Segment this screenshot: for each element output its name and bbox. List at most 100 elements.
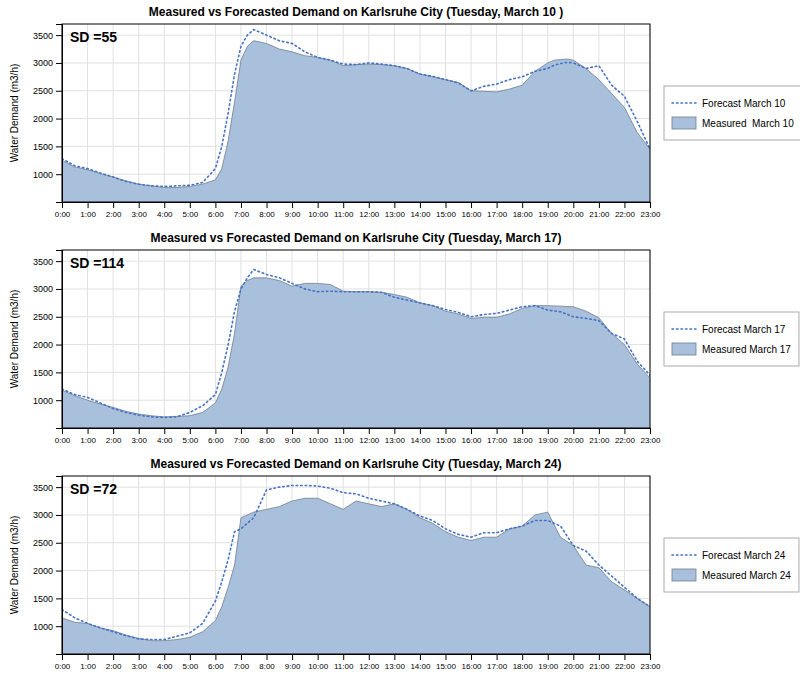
x-tick-label: 11:00 (334, 436, 354, 445)
x-tick-mark (650, 202, 651, 208)
x-tick-mark (522, 428, 523, 434)
x-tick-label: 16:00 (462, 436, 483, 445)
x-tick: 20:00 (564, 202, 585, 219)
x-tick: 1:00 (80, 654, 96, 671)
y-tick-label: 1500 (33, 368, 53, 378)
y-tick-mark (56, 626, 62, 627)
grid-line-x (113, 250, 114, 428)
legend-swatch (672, 328, 696, 330)
x-tick: 23:00 (640, 654, 661, 671)
x-tick-mark (292, 202, 293, 208)
legend-box (664, 312, 799, 366)
x-tick-label: 19:00 (538, 662, 559, 671)
x-tick: 3:00 (131, 654, 147, 671)
x-tick: 15:00 (436, 654, 457, 671)
legend-item: Forecast March 10 (672, 98, 786, 109)
x-tick-mark (394, 428, 395, 434)
x-tick-mark (318, 654, 319, 660)
y-tick: 1000 (33, 170, 62, 180)
grid-line-x (164, 476, 165, 654)
plot-frame (62, 250, 650, 428)
x-tick-mark (88, 202, 89, 208)
x-tick: 6:00 (208, 202, 224, 219)
x-tick: 20:00 (564, 654, 585, 671)
title: Measured vs Forecasted Demand on Karlsru… (150, 231, 561, 245)
line (62, 269, 650, 417)
x-tick-label: 9:00 (285, 662, 301, 671)
x-tick-mark (113, 202, 114, 208)
panel: 0:001:002:003:004:005:006:007:008:009:00… (9, 231, 799, 445)
x-tick-label: 23:00 (640, 210, 661, 219)
x-tick-label: 3:00 (131, 210, 147, 219)
x-tick: 14:00 (410, 202, 431, 219)
x-tick-mark (420, 202, 421, 208)
x-tick-label: 6:00 (208, 436, 224, 445)
x-tick: 1:00 (80, 202, 96, 219)
x-tick-mark (215, 202, 216, 208)
x-tick-label: 13:00 (385, 436, 406, 445)
x-tick: 1:00 (80, 428, 96, 445)
x-tick-label: 20:00 (564, 210, 585, 219)
legend-box (664, 538, 799, 592)
x-tick: 12:00 (359, 654, 380, 671)
y-tick-label: 2000 (33, 566, 53, 576)
x-tick-label: 2:00 (106, 210, 122, 219)
x-tick-label: 0:00 (55, 436, 71, 445)
y-tick-mark (56, 146, 62, 147)
x-tick: 23:00 (640, 428, 661, 445)
y-axis-title: Water Demand (m3/h) (9, 64, 20, 163)
x-tick: 18:00 (513, 202, 534, 219)
x-tick: 5:00 (183, 202, 199, 219)
y-tick-mark (56, 91, 62, 92)
y-tick: 1500 (33, 142, 62, 152)
x-tick: 7:00 (234, 202, 250, 219)
x-tick-mark (497, 654, 498, 660)
x-tick-label: 7:00 (234, 210, 250, 219)
y-axis: 100015002000250030003500 (33, 477, 63, 655)
x-tick-label: 4:00 (157, 210, 173, 219)
area (62, 498, 650, 654)
x-tick: 14:00 (410, 654, 431, 671)
x-tick-label: 12:00 (359, 210, 380, 219)
x-tick: 3:00 (131, 202, 147, 219)
x-tick: 17:00 (487, 654, 508, 671)
x-tick-mark (190, 654, 191, 660)
legend-item: Measured March 17 (672, 343, 791, 355)
x-tick-label: 21:00 (589, 662, 610, 671)
x-tick-mark (190, 428, 191, 434)
x-tick-label: 2:00 (106, 436, 122, 445)
x-tick: 4:00 (157, 202, 173, 219)
x-tick-mark (420, 428, 421, 434)
x-tick-label: 1:00 (80, 436, 96, 445)
x-tick-mark (471, 654, 472, 660)
x-tick-mark (88, 654, 89, 660)
x-tick: 18:00 (513, 654, 534, 671)
x-tick-mark (599, 428, 600, 434)
x-tick: 8:00 (259, 202, 275, 219)
y-axis-title: Water Demand (m3/h) (9, 290, 20, 389)
legend-label: Forecast March 24 (702, 550, 786, 561)
x-tick: 22:00 (615, 202, 636, 219)
x-tick: 13:00 (385, 202, 406, 219)
y-tick: 2000 (33, 114, 62, 124)
x-tick-mark (369, 202, 370, 208)
x-tick-label: 15:00 (436, 210, 457, 219)
x-tick-mark (394, 202, 395, 208)
x-tick-mark (624, 428, 625, 434)
y-tick-mark (56, 400, 62, 401)
x-tick-label: 15:00 (436, 436, 457, 445)
title: Measured vs Forecasted Demand on Karlsru… (149, 5, 563, 19)
x-tick: 12:00 (359, 428, 380, 445)
x-tick-label: 21:00 (589, 210, 610, 219)
x-tick-mark (139, 654, 140, 660)
x-tick-label: 1:00 (80, 210, 96, 219)
x-tick: 16:00 (462, 654, 483, 671)
x-tick-mark (343, 202, 344, 208)
x-axis-line (63, 203, 651, 209)
x-tick: 6:00 (208, 654, 224, 671)
x-axis-line (63, 655, 651, 661)
x-tick-mark (522, 654, 523, 660)
legend-label: Forecast March 10 (702, 98, 786, 109)
legend-item: Forecast March 17 (672, 324, 786, 335)
legend-label: Forecast March 17 (702, 324, 786, 335)
